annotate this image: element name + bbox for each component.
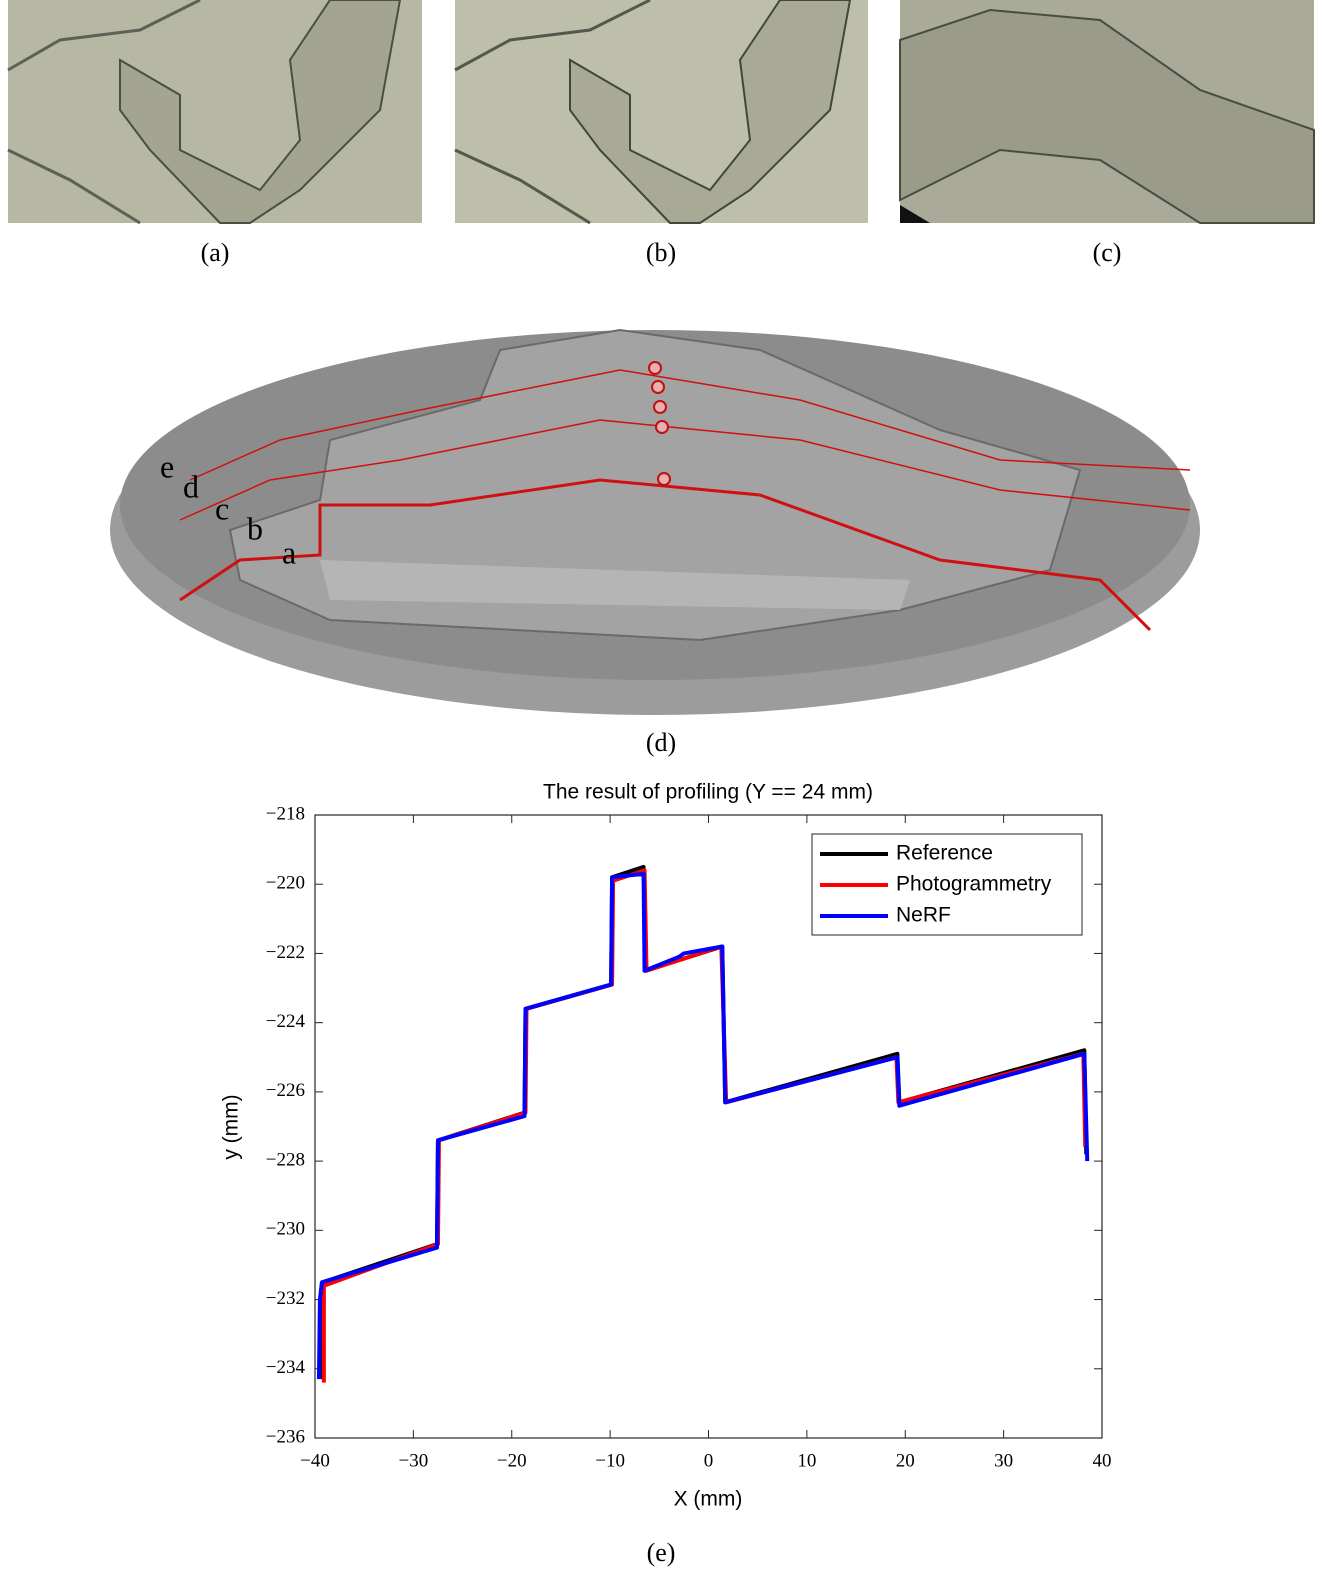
y-tick-label: −220: [266, 873, 305, 894]
y-tick-label: −234: [266, 1357, 306, 1378]
y-tick-label: −236: [266, 1426, 305, 1447]
y-tick-label: −232: [266, 1288, 305, 1309]
series-line: [319, 874, 1087, 1379]
y-tick-label: −230: [266, 1219, 305, 1240]
x-axis-label: X (mm): [674, 1488, 743, 1511]
figure: (a) (b) (c) e d c b a (d) The result of …: [0, 0, 1322, 1575]
x-tick-label: 30: [994, 1450, 1013, 1471]
profile-label: a: [282, 534, 296, 570]
x-tick-label: 0: [704, 1450, 714, 1471]
x-tick-label: 40: [1093, 1450, 1112, 1471]
profile-label: e: [160, 448, 174, 484]
panel-label: (e): [647, 1538, 676, 1567]
x-tick-label: 20: [896, 1450, 915, 1471]
profile-label: d: [183, 468, 199, 504]
page: (a) (b) (c) e d c b a (d) The result of …: [0, 0, 1322, 1575]
series-line: [323, 867, 1086, 1379]
y-tick-label: −228: [266, 1149, 305, 1170]
y-tick-label: −226: [266, 1080, 305, 1101]
panel-label: (c): [1093, 238, 1122, 267]
y-tick-label: −222: [266, 942, 305, 963]
series-line: [324, 870, 1085, 1382]
x-tick-label: −40: [300, 1450, 330, 1471]
x-tick-label: −20: [497, 1450, 527, 1471]
panel-label: (b): [646, 238, 676, 267]
y-axis-label: y (mm): [220, 1094, 243, 1159]
y-tick-label: −224: [266, 1011, 306, 1032]
render-a: [8, 0, 422, 223]
legend-label: Reference: [896, 842, 993, 865]
chart-title: The result of profiling (Y == 24 mm): [543, 781, 873, 804]
x-tick-label: −30: [399, 1450, 429, 1471]
legend-label: NeRF: [896, 904, 951, 927]
y-tick-label: −218: [266, 803, 305, 824]
legend-label: Photogrammetry: [896, 873, 1052, 896]
panel-label: (d): [646, 728, 676, 757]
render-d: [110, 330, 1200, 715]
profile-label: b: [247, 510, 263, 546]
x-tick-label: −10: [595, 1450, 625, 1471]
profile-label: c: [215, 490, 229, 526]
panel-label: (a): [201, 238, 230, 267]
render-c: [900, 0, 1314, 223]
render-b: [455, 0, 868, 223]
x-tick-label: 10: [797, 1450, 816, 1471]
